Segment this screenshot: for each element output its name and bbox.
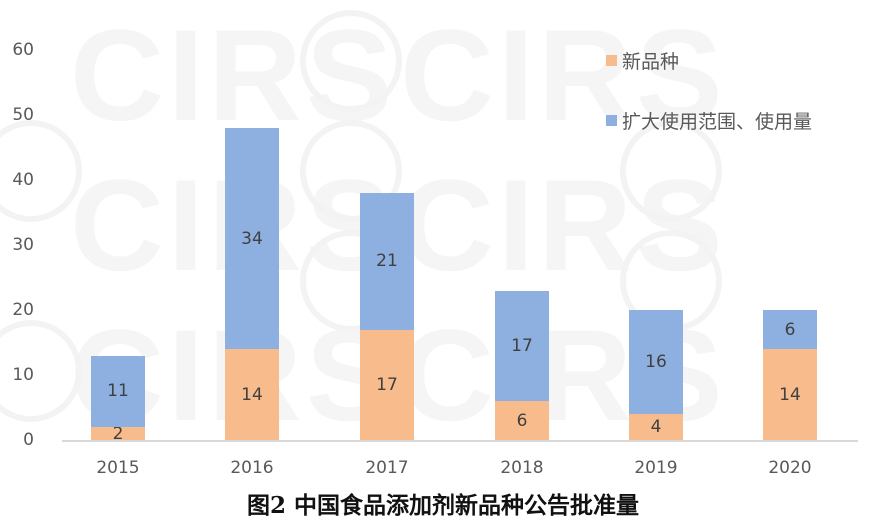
y-tick-label: 20 [12, 300, 34, 320]
legend-item-expanded-use: 扩大使用范围、使用量 [606, 107, 812, 134]
legend-swatch-icon [606, 55, 617, 66]
legend-label: 新品种 [622, 51, 680, 73]
bar-segment-new-variety: 14 [225, 349, 279, 440]
bar-segment-expanded-use: 16 [629, 310, 683, 414]
bar-segment-new-variety: 6 [495, 401, 549, 440]
watermark-seal-icon [300, 120, 402, 222]
y-tick-label: 0 [23, 430, 34, 450]
chart-caption: 图2 中国食品添加剂新品种公告批准量 [246, 492, 639, 519]
legend-item-new-variety: 新品种 [606, 47, 679, 74]
x-tick-label: 2019 [634, 458, 678, 478]
y-tick-label: 40 [12, 170, 34, 190]
y-tick-label: 60 [12, 40, 34, 60]
data-label: 17 [376, 374, 398, 395]
y-tick-label: 50 [12, 105, 34, 125]
bar-segment-expanded-use: 17 [495, 290, 549, 401]
x-tick-label: 2016 [230, 458, 274, 478]
y-tick-label: 30 [12, 235, 34, 255]
bar-segment-expanded-use: 6 [763, 310, 817, 349]
bar-segment-new-variety: 4 [629, 414, 683, 440]
bar-segment-expanded-use: 21 [360, 193, 414, 330]
data-label: 4 [650, 417, 662, 437]
bar-segment-expanded-use: 34 [225, 128, 279, 349]
data-label: 6 [516, 410, 528, 431]
watermark-seal-icon [620, 120, 722, 222]
data-label: 14 [241, 384, 263, 405]
data-label: 6 [784, 319, 796, 340]
bar-segment-new-variety: 2 [91, 424, 145, 444]
data-label: 34 [241, 228, 263, 249]
data-label: 11 [107, 381, 129, 402]
x-axis-line [62, 440, 858, 442]
bar-segment-expanded-use: 11 [91, 355, 145, 427]
watermark-seal-icon [0, 320, 82, 422]
data-label: 14 [779, 384, 801, 405]
data-label: 2 [112, 424, 124, 444]
x-tick-label: 2017 [365, 458, 409, 478]
data-label: 17 [511, 335, 533, 356]
watermark-seal-icon [0, 120, 82, 222]
watermark-seal-icon [300, 10, 402, 112]
x-tick-label: 2020 [768, 458, 812, 478]
x-tick-label: 2015 [96, 458, 140, 478]
bar-segment-new-variety: 17 [360, 329, 414, 440]
legend-label: 扩大使用范围、使用量 [622, 111, 813, 133]
bar-segment-new-variety: 14 [763, 349, 817, 440]
data-label: 21 [376, 251, 398, 272]
y-tick-label: 10 [12, 365, 34, 385]
x-tick-label: 2018 [500, 458, 544, 478]
legend-swatch-icon [606, 115, 617, 126]
data-label: 16 [645, 352, 667, 372]
